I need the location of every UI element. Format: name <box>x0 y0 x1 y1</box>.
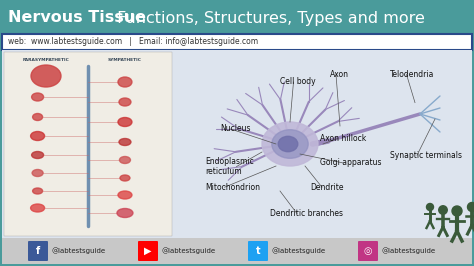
Text: SYMPATHETIC: SYMPATHETIC <box>108 58 142 62</box>
Ellipse shape <box>31 204 45 212</box>
Text: Functions, Structures, Types and more: Functions, Structures, Types and more <box>112 10 425 26</box>
Text: Dendritic branches: Dendritic branches <box>270 209 343 218</box>
Ellipse shape <box>33 114 43 120</box>
Text: @labtestsguide: @labtestsguide <box>52 248 106 254</box>
Ellipse shape <box>262 122 318 166</box>
Ellipse shape <box>31 131 45 140</box>
FancyBboxPatch shape <box>2 34 472 50</box>
Text: web:  www.labtestsguide.com   |   Email: info@labtestsguide.com: web: www.labtestsguide.com | Email: info… <box>8 38 258 47</box>
Ellipse shape <box>32 169 43 177</box>
FancyBboxPatch shape <box>2 50 472 238</box>
Ellipse shape <box>278 136 298 152</box>
Text: Nucleus: Nucleus <box>220 124 250 134</box>
Text: Cell body: Cell body <box>280 77 316 86</box>
Text: ▶: ▶ <box>144 246 152 256</box>
FancyBboxPatch shape <box>28 241 48 261</box>
Ellipse shape <box>118 77 132 87</box>
Ellipse shape <box>119 98 131 106</box>
Circle shape <box>439 206 447 214</box>
FancyBboxPatch shape <box>2 2 472 264</box>
Text: @labtestsguide: @labtestsguide <box>382 248 436 254</box>
Text: Axon: Axon <box>330 70 349 79</box>
Ellipse shape <box>31 65 61 87</box>
Text: Dendrite: Dendrite <box>310 183 344 192</box>
Circle shape <box>467 202 474 211</box>
Text: Synaptic terminals: Synaptic terminals <box>390 151 462 160</box>
Text: Axon hillock: Axon hillock <box>320 134 366 143</box>
Ellipse shape <box>119 139 131 146</box>
Text: Nervous Tissue: Nervous Tissue <box>8 10 146 26</box>
Text: Golgi apparatus: Golgi apparatus <box>320 158 382 167</box>
Text: PARASYMPATHETIC: PARASYMPATHETIC <box>23 58 69 62</box>
Ellipse shape <box>119 156 130 164</box>
Circle shape <box>452 206 462 216</box>
Text: ◎: ◎ <box>364 246 372 256</box>
FancyBboxPatch shape <box>358 241 378 261</box>
Ellipse shape <box>32 152 44 159</box>
Text: @labtestsguide: @labtestsguide <box>272 248 326 254</box>
Ellipse shape <box>32 93 44 101</box>
Text: Mitochondrion: Mitochondrion <box>205 183 260 192</box>
Text: t: t <box>255 246 260 256</box>
Ellipse shape <box>117 209 133 218</box>
Text: Endoplasmic
reticulum: Endoplasmic reticulum <box>205 157 254 176</box>
Ellipse shape <box>272 130 308 158</box>
FancyBboxPatch shape <box>138 241 158 261</box>
Text: Telodendria: Telodendria <box>390 70 434 79</box>
Text: @labtestsguide: @labtestsguide <box>162 248 216 254</box>
Circle shape <box>427 203 434 210</box>
FancyBboxPatch shape <box>2 2 472 34</box>
FancyBboxPatch shape <box>2 238 472 264</box>
Text: f: f <box>36 246 40 256</box>
Ellipse shape <box>118 118 132 127</box>
Ellipse shape <box>118 191 132 199</box>
Ellipse shape <box>33 188 43 194</box>
FancyBboxPatch shape <box>4 52 172 236</box>
Ellipse shape <box>120 175 130 181</box>
FancyBboxPatch shape <box>248 241 268 261</box>
